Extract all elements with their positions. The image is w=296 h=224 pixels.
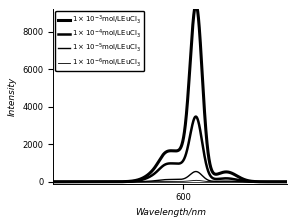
Legend: $1\times10^{-3}$mol/LEuCl$_3$, $1\times10^{-4}$mol/LEuCl$_3$, $1\times10^{-5}$mo: $1\times10^{-3}$mol/LEuCl$_3$, $1\times1… — [55, 11, 144, 71]
X-axis label: Wavelength/nm: Wavelength/nm — [135, 208, 206, 217]
Y-axis label: Intensity: Intensity — [8, 77, 17, 116]
